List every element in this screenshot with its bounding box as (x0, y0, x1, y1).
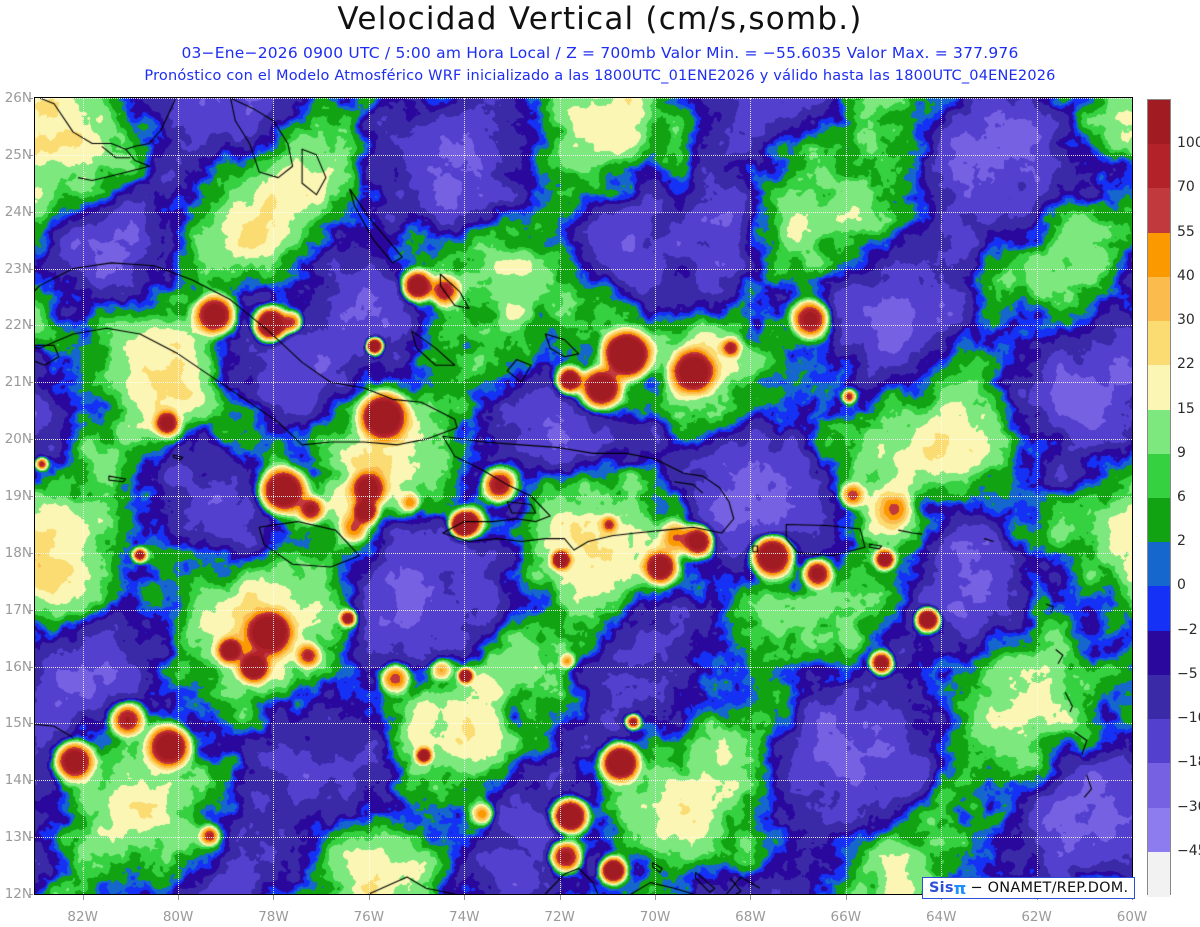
colorbar-band-10 (1148, 542, 1170, 588)
colorbar-band-11 (1148, 586, 1170, 632)
credit-organization-text: − ONAMET/REP.DOM. (970, 880, 1129, 896)
lon-tick-70W (655, 895, 657, 900)
colorbar-band-9 (1148, 498, 1170, 543)
lat-tick-label-22N: 22N (4, 317, 32, 334)
lon-tick-80W (178, 895, 180, 900)
colorbar-tick-label-minus2: −2 (1177, 621, 1198, 638)
colorbar-tick-label-15: 15 (1177, 400, 1195, 417)
lon-tick-label-80W: 80W (162, 909, 194, 925)
colorbar-band-3 (1148, 232, 1170, 278)
longitude-axis: 82W 80W 78W 76W 74W 72W 70W 68W 66W 64W 62W 60W (0, 895, 1200, 927)
colorbar-tick-label-minus45: −45 (1177, 842, 1200, 859)
colorbar-band-13 (1148, 674, 1170, 720)
lon-tick-label-66W: 66W (830, 909, 862, 925)
lon-tick-76W (368, 895, 370, 900)
map-plot-area (34, 97, 1133, 895)
lon-tick-68W (750, 895, 752, 900)
colorbar-tick-label-100: 100 (1177, 135, 1200, 152)
credit-sis-text: Sis (929, 880, 954, 896)
colorbar-tick-label-minus30: −30 (1177, 798, 1200, 815)
colorbar-band-0 (1148, 100, 1170, 145)
credit-badge: Sis π − ONAMET/REP.DOM. (922, 877, 1136, 899)
colorbar-band-17 (1148, 851, 1170, 897)
lon-tick-label-62W: 62W (1021, 909, 1052, 925)
colorbar (1147, 99, 1171, 897)
lon-tick-label-76W: 76W (353, 909, 385, 925)
colorbar-tick-label-minus10: −10 (1177, 710, 1200, 727)
colorbar-band-5 (1148, 321, 1170, 366)
lat-tick-26N (29, 98, 33, 99)
lat-tick-label-13N: 13N (4, 829, 32, 846)
lat-tick-label-17N: 17N (4, 601, 32, 618)
lat-tick-21N (29, 382, 33, 384)
lat-tick-20N (29, 439, 33, 441)
lat-tick-label-24N: 24N (4, 203, 32, 220)
lat-tick-label-21N: 21N (4, 374, 32, 391)
lon-tick-78W (273, 895, 275, 900)
lat-tick-17N (29, 609, 33, 611)
lat-tick-22N (29, 325, 33, 327)
lat-tick-label-16N: 16N (4, 658, 32, 675)
colorbar-band-16 (1148, 807, 1170, 853)
colorbar-band-4 (1148, 276, 1170, 322)
lat-tick-19N (29, 496, 33, 497)
colorbar-tick-label-30: 30 (1177, 312, 1195, 329)
colorbar-tick-label-9: 9 (1177, 444, 1186, 461)
gridline-lon-60W (1132, 98, 1133, 894)
colorbar-tick-label-minus18: −18 (1177, 754, 1200, 771)
lon-tick-label-70W: 70W (639, 909, 671, 925)
colorbar-band-1 (1148, 144, 1170, 190)
colorbar-band-2 (1148, 188, 1170, 234)
lat-tick-label-23N: 23N (4, 260, 32, 277)
colorbar-tick-label-6: 6 (1177, 489, 1186, 505)
colorbar-tick-label-2: 2 (1177, 533, 1186, 550)
lon-tick-label-60W: 60W (1116, 909, 1148, 925)
lat-tick-label-20N: 20N (4, 431, 32, 448)
colorbar-tick-label-70: 70 (1177, 179, 1195, 196)
colorbar-tick-label-55: 55 (1177, 223, 1195, 240)
colorbar-tick-label-0: 0 (1177, 577, 1186, 594)
lat-tick-18N (29, 552, 33, 554)
lat-tick-14N (29, 780, 33, 782)
chart-header: Velocidad Vertical (cm/s,somb.) 03−Ene−2… (0, 0, 1200, 95)
colorbar-band-15 (1148, 763, 1170, 809)
lon-tick-label-82W: 82W (67, 909, 98, 925)
lon-tick-72W (559, 895, 561, 900)
pi-icon: π (953, 878, 967, 898)
colorbar-band-14 (1148, 719, 1170, 764)
lon-tick-label-72W: 72W (544, 909, 575, 925)
lon-tick-74W (464, 895, 466, 900)
lon-tick-label-74W: 74W (448, 909, 480, 925)
lon-tick-label-68W: 68W (735, 909, 766, 925)
lon-tick-label-64W: 64W (925, 909, 957, 925)
lat-tick-16N (29, 666, 33, 668)
lat-tick-label-25N: 25N (4, 146, 32, 163)
colorbar-band-7 (1148, 409, 1170, 455)
lat-tick-label-15N: 15N (4, 715, 32, 732)
lat-tick-label-18N: 18N (4, 544, 32, 561)
lon-tick-label-78W: 78W (258, 909, 289, 925)
colorbar-band-8 (1148, 453, 1170, 499)
lat-tick-24N (29, 211, 33, 213)
colorbar-band-6 (1148, 365, 1170, 411)
vertical-velocity-field (35, 98, 1132, 894)
chart-subtitle-secondary: Pronóstico con el Modelo Atmosférico WRF… (144, 68, 1056, 84)
colorbar-tick-label-22: 22 (1177, 356, 1195, 373)
lat-tick-label-19N: 19N (4, 488, 32, 504)
page-title: Velocidad Vertical (cm/s,somb.) (337, 1, 863, 37)
lat-tick-label-14N: 14N (4, 772, 32, 789)
lon-tick-82W (82, 895, 84, 900)
lon-tick-66W (845, 895, 847, 900)
chart-subtitle-primary: 03−Ene−2026 0900 UTC / 5:00 am Hora Loca… (181, 44, 1019, 62)
lat-tick-25N (29, 154, 33, 156)
lat-tick-15N (29, 723, 33, 725)
colorbar-tick-label-minus5: −5 (1177, 665, 1198, 682)
lat-tick-23N (29, 268, 33, 270)
lat-tick-13N (29, 837, 33, 839)
colorbar-tick-label-40: 40 (1177, 267, 1195, 284)
colorbar-band-12 (1148, 630, 1170, 676)
